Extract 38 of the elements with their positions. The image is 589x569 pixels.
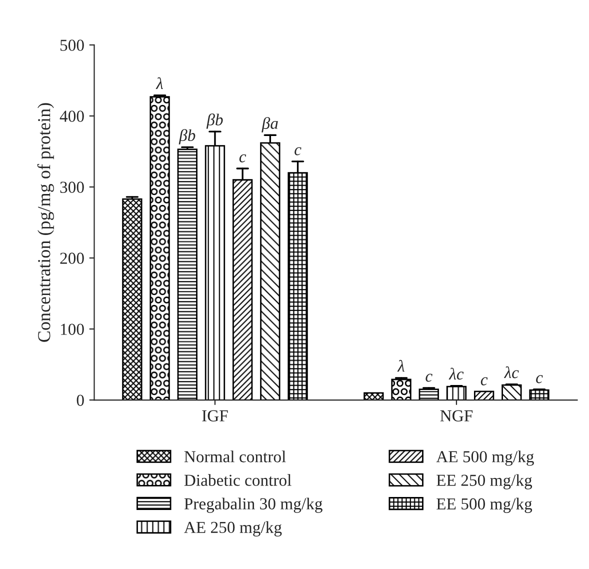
legend-label: EE 500 mg/kg <box>436 498 532 513</box>
legend-label: Normal control <box>184 450 286 462</box>
y-tick-label: 500 <box>60 40 84 51</box>
legend-label: Diabetic control <box>184 474 292 486</box>
legend-label: EE 250 mg/kg <box>436 474 532 490</box>
y-tick-label: 0 <box>76 394 84 406</box>
data-label: λ <box>156 77 163 90</box>
y-tick-label: 100 <box>60 324 84 335</box>
y-axis-title: Concentration (pg/mg of protein) <box>37 103 54 342</box>
data-label: c <box>294 147 302 156</box>
y-tick-label: 400 <box>60 110 84 122</box>
bar <box>364 392 384 400</box>
legend-label: Pregabalin 30 mg/kg <box>184 498 322 513</box>
bar <box>418 388 439 400</box>
legend-label: AE 250 mg/kg <box>184 521 282 536</box>
x-tick-label: NGF <box>440 410 473 422</box>
legend-label: AE 500 mg/kg <box>436 450 534 466</box>
y-tick-label: 300 <box>60 182 84 193</box>
y-tick-label: 200 <box>60 252 84 264</box>
bar <box>474 390 494 400</box>
bar <box>177 148 198 400</box>
data-label: λc <box>448 368 464 380</box>
data-label: βb <box>206 114 223 129</box>
data-label: λ <box>397 360 404 372</box>
data-label: λc <box>504 366 519 378</box>
data-label: βa <box>262 117 278 132</box>
data-label: βb <box>178 129 196 144</box>
bar <box>502 384 522 400</box>
data-label: c <box>239 154 246 162</box>
bar <box>391 378 412 400</box>
x-tick-label: IGF <box>202 410 228 422</box>
data-label: c <box>426 374 432 382</box>
bar <box>150 96 170 400</box>
data-label: c <box>536 375 543 384</box>
bar <box>529 389 550 400</box>
data-label: c <box>480 377 488 386</box>
bar <box>122 198 142 400</box>
bar <box>446 386 467 400</box>
